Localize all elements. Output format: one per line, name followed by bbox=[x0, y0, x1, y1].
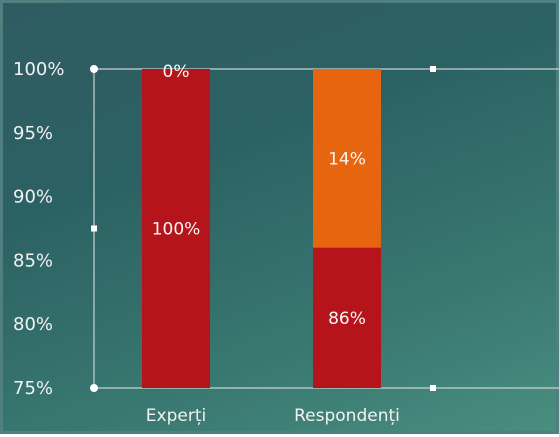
y-tick-label: 85% bbox=[13, 250, 53, 271]
chart-bars bbox=[142, 69, 381, 388]
side-handle bbox=[91, 225, 97, 232]
chart-svg: 100% 0% 86% 14% 75% 80% 85% 90% 95% 100% Experți… bbox=[13, 59, 559, 426]
x-axis-categories: Experți Respondenți bbox=[146, 406, 400, 426]
data-label: 100% bbox=[152, 220, 201, 240]
x-category-label: Respondenți bbox=[294, 406, 400, 426]
x-category-label: Experți bbox=[146, 406, 206, 426]
bar-segment bbox=[313, 69, 381, 248]
chart-data-labels: 100% 0% 86% 14% bbox=[152, 62, 366, 329]
data-label: 0% bbox=[163, 62, 190, 82]
y-tick-label: 80% bbox=[13, 314, 53, 335]
y-axis-ticks: 75% 80% 85% 90% 95% 100% bbox=[13, 59, 64, 399]
y-tick-label: 75% bbox=[13, 378, 53, 399]
side-handle bbox=[430, 66, 436, 72]
y-tick-label: 95% bbox=[13, 123, 53, 144]
bar-segment bbox=[142, 69, 210, 388]
data-label: 14% bbox=[328, 149, 366, 169]
data-label: 86% bbox=[328, 309, 366, 329]
bar-segment bbox=[313, 247, 381, 388]
y-tick-label: 100% bbox=[13, 59, 64, 80]
y-tick-label: 90% bbox=[13, 187, 53, 208]
corner-handle bbox=[90, 65, 98, 73]
corner-handle bbox=[90, 384, 98, 392]
side-handle bbox=[430, 385, 436, 391]
